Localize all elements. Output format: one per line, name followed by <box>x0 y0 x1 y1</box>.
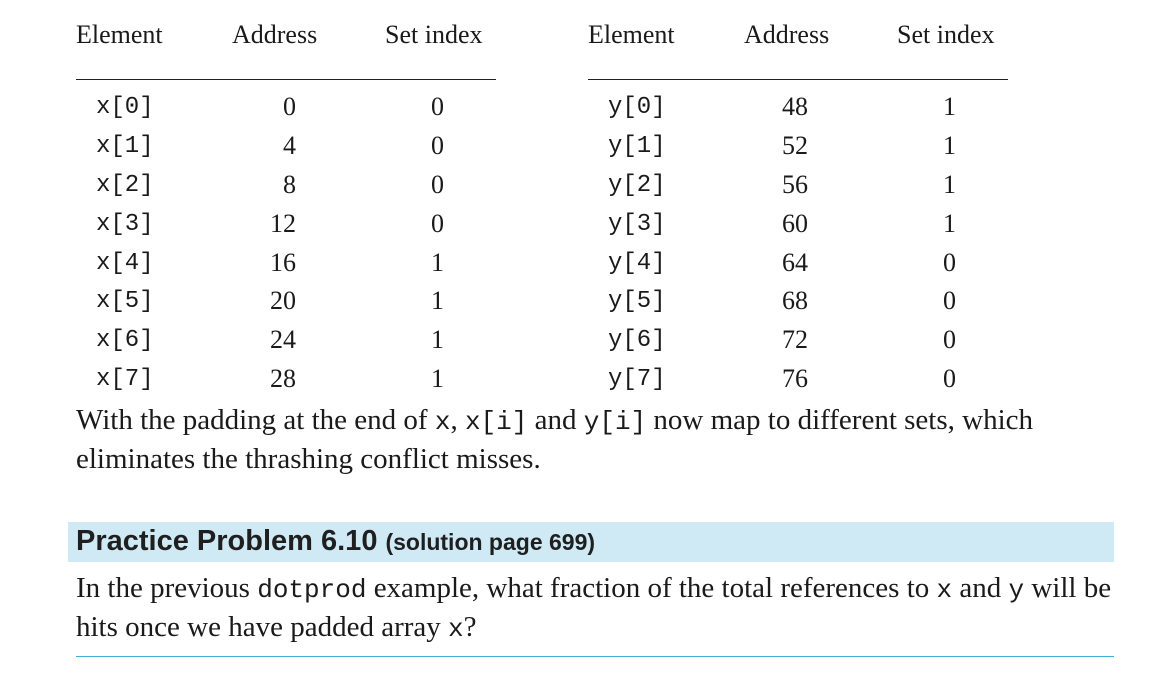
table-row: x[3] 12 0 <box>76 209 496 248</box>
table-row: y[6] 72 0 <box>588 325 1008 364</box>
header-set-index: Set index <box>897 20 995 49</box>
element-cell: x[3] <box>96 210 154 238</box>
table-row: y[1] 52 1 <box>588 131 1008 170</box>
element-cell: y[4] <box>608 249 666 277</box>
address-cell: 48 <box>782 92 808 121</box>
address-cell: 4 <box>283 130 296 160</box>
element-cell: y[1] <box>608 132 666 160</box>
problem-text: example, what fraction of the total refe… <box>366 572 937 604</box>
paragraph-text: , <box>450 404 465 436</box>
table-row: x[7] 28 1 <box>76 364 496 403</box>
table-row: x[1] 4 0 <box>76 131 496 170</box>
element-cell: x[0] <box>96 94 154 121</box>
address-cell: 24 <box>270 325 296 355</box>
set-index-cell: 1 <box>431 247 444 277</box>
set-index-cell: 0 <box>431 130 444 160</box>
address-cell: 20 <box>270 286 296 316</box>
address-cell: 68 <box>782 286 808 316</box>
practice-problem-text: In the previous dotprod example, what fr… <box>76 570 1126 648</box>
set-index-cell: 0 <box>943 247 956 277</box>
element-cell: y[5] <box>608 288 666 316</box>
element-cell: y[6] <box>608 327 666 355</box>
element-cell: x[2] <box>96 171 154 199</box>
table-row: y[5] 68 0 <box>588 286 1008 325</box>
paragraph-text: With the padding at the end of <box>76 404 435 436</box>
header-element: Element <box>588 20 675 49</box>
element-cell: y[7] <box>608 366 666 394</box>
problem-text: and <box>952 572 1009 604</box>
element-cell: x[4] <box>96 249 154 277</box>
table-row: x[5] 20 1 <box>76 286 496 325</box>
table-row: y[0] 48 1 <box>588 92 1008 131</box>
set-index-cell: 1 <box>943 130 956 160</box>
address-cell: 0 <box>283 92 296 121</box>
table-header: Element Address Set index <box>588 20 1008 60</box>
element-cell: x[1] <box>96 132 154 160</box>
element-cell: y[3] <box>608 210 666 238</box>
element-cell: x[5] <box>96 288 154 316</box>
set-index-cell: 0 <box>943 364 956 394</box>
inline-code: x <box>434 407 451 437</box>
table-row: y[7] 76 0 <box>588 364 1008 403</box>
paragraph-text: and <box>527 404 584 436</box>
problem-text: In the previous <box>76 572 258 604</box>
header-address: Address <box>744 20 830 49</box>
set-index-cell: 1 <box>431 325 444 355</box>
table-row: x[0] 0 0 <box>76 92 496 131</box>
inline-code: y[i] <box>583 407 647 437</box>
header-element: Element <box>76 20 163 49</box>
element-cell: y[0] <box>608 94 666 121</box>
header-rule <box>76 79 496 80</box>
inline-code: dotprod <box>257 575 367 605</box>
header-rule <box>588 79 1008 80</box>
header-address: Address <box>232 20 318 49</box>
set-index-cell: 1 <box>943 208 956 238</box>
table-row: y[4] 64 0 <box>588 248 1008 287</box>
address-cell: 52 <box>782 130 808 160</box>
element-cell: x[7] <box>96 366 154 394</box>
table-row: y[2] 56 1 <box>588 170 1008 209</box>
x-address-table: Element Address Set index x[0] 0 0 x[1] 4 0 … <box>76 20 496 393</box>
set-index-cell: 0 <box>943 286 956 316</box>
padding-explanation-paragraph: With the padding at the end of x, x[i] a… <box>76 402 1126 478</box>
address-cell: 72 <box>782 325 808 355</box>
practice-problem-title: Practice Problem 6.10 <box>76 525 378 557</box>
inline-code: x <box>936 575 953 605</box>
set-index-cell: 0 <box>431 208 444 238</box>
table-row: x[6] 24 1 <box>76 325 496 364</box>
element-cell: y[2] <box>608 171 666 199</box>
practice-problem-banner: Practice Problem 6.10 (solution page 699) <box>68 522 1114 562</box>
inline-code: x <box>448 614 464 644</box>
address-cell: 16 <box>270 247 296 277</box>
problem-text: will be hits once we have padded array <box>76 572 1112 643</box>
set-index-cell: 0 <box>943 325 956 355</box>
address-cell: 76 <box>782 364 808 394</box>
address-cell: 12 <box>270 208 296 238</box>
set-index-cell: 0 <box>431 169 444 199</box>
set-index-cell: 1 <box>431 364 444 394</box>
set-index-cell: 0 <box>431 92 444 121</box>
solution-page-reference: (solution page 699) <box>385 529 596 555</box>
element-cell: x[6] <box>96 327 154 355</box>
set-index-cell: 1 <box>943 169 956 199</box>
section-bottom-rule <box>76 656 1114 657</box>
practice-problem-heading: Practice Problem 6.10 (solution page 699) <box>76 525 595 558</box>
table-row: x[2] 8 0 <box>76 170 496 209</box>
address-cell: 64 <box>782 247 808 277</box>
set-index-cell: 1 <box>943 92 956 121</box>
address-cell: 56 <box>782 169 808 199</box>
address-cell: 60 <box>782 208 808 238</box>
table-header: Element Address Set index <box>76 20 496 60</box>
table-row: y[3] 60 1 <box>588 209 1008 248</box>
set-index-cell: 1 <box>431 286 444 316</box>
y-address-table: Element Address Set index y[0] 48 1 y[1] 52… <box>588 20 1008 393</box>
paragraph-text: now map to different sets, which elimina… <box>76 404 1034 475</box>
inline-code: x[i] <box>464 407 528 437</box>
inline-code: y <box>1008 575 1025 605</box>
address-cell: 28 <box>270 364 296 394</box>
problem-text: ? <box>463 611 477 643</box>
header-set-index: Set index <box>385 20 483 49</box>
address-cell: 8 <box>283 169 296 199</box>
table-row: x[4] 16 1 <box>76 248 496 287</box>
